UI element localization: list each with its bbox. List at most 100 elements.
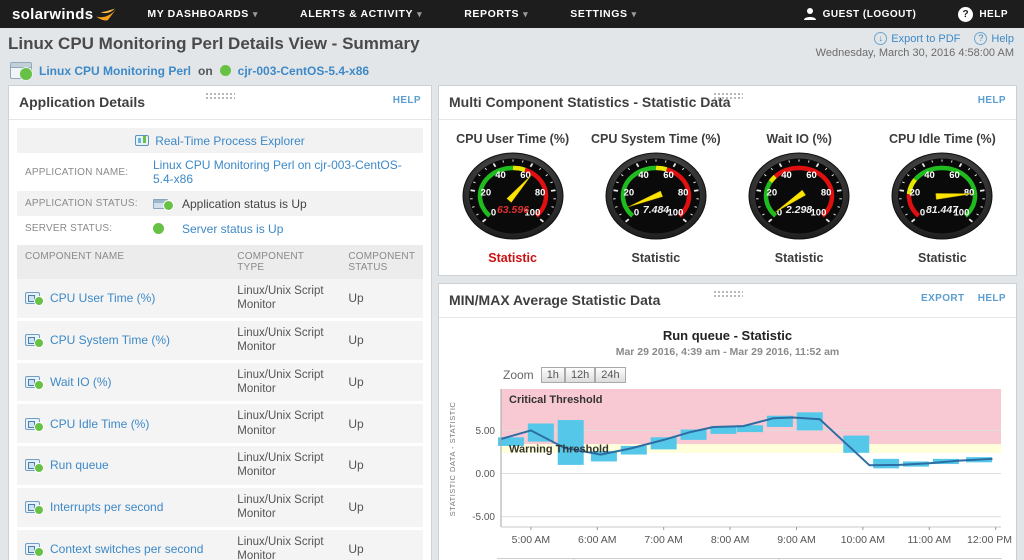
component-status: Up: [340, 444, 423, 488]
application-status-row: APPLICATION STATUS: Application status i…: [17, 191, 423, 216]
svg-text:12:00 PM: 12:00 PM: [967, 534, 1012, 546]
svg-text:80: 80: [821, 187, 832, 198]
navbar-help[interactable]: ? HELP: [958, 6, 1008, 22]
process-explorer-link[interactable]: Real-Time Process Explorer: [155, 133, 305, 148]
component-link[interactable]: CPU User Time (%): [50, 291, 156, 306]
export-to-pdf-link[interactable]: ↓ Export to PDF: [874, 32, 960, 45]
server-status-link[interactable]: Server status is Up: [182, 221, 284, 236]
panel-drag-handle[interactable]: [712, 92, 743, 99]
breadcrumb-app-link[interactable]: Linux CPU Monitoring Perl: [39, 63, 191, 78]
zoom-button-12h[interactable]: 12h: [564, 367, 596, 383]
svg-text:20: 20: [623, 187, 634, 198]
gauge-name: CPU Idle Time (%): [889, 132, 996, 146]
application-icon: [10, 62, 33, 81]
user-icon: [803, 8, 816, 20]
table-row: Wait IO (%) Linux/Unix Script Monitor Up: [17, 361, 423, 405]
zoom-label: Zoom: [503, 368, 534, 382]
svg-text:0: 0: [634, 208, 639, 219]
component-link[interactable]: Context switches per second: [50, 541, 204, 556]
component-link[interactable]: Interrupts per second: [50, 500, 164, 515]
application-name-link[interactable]: Linux CPU Monitoring Perl on cjr-003-Cen…: [153, 158, 402, 186]
gauge-statistic-label: Statistic: [488, 251, 537, 265]
component-type: Linux/Unix Script Monitor: [229, 402, 341, 446]
svg-text:Critical Threshold: Critical Threshold: [509, 394, 603, 406]
gauge-name: CPU System Time (%): [591, 132, 721, 146]
svg-text:80: 80: [964, 187, 975, 198]
navbar-right: GUEST (LOGOUT) ? HELP: [803, 6, 1012, 22]
svg-text:60: 60: [663, 170, 674, 181]
component-type: Linux/Unix Script Monitor: [229, 279, 341, 321]
svg-text:11:00 AM: 11:00 AM: [907, 534, 951, 546]
page-header: Linux CPU Monitoring Perl Details View -…: [0, 28, 1024, 81]
component-type: Linux/Unix Script Monitor: [229, 361, 341, 405]
svg-text:5:00 AM: 5:00 AM: [512, 534, 551, 546]
svg-text:100: 100: [954, 208, 970, 219]
page-datetime: Wednesday, March 30, 2016 4:58:00 AM: [815, 47, 1014, 59]
svg-text:6:00 AM: 6:00 AM: [578, 534, 617, 546]
gauge-name: Wait IO (%): [766, 132, 832, 146]
gauge-name: CPU User Time (%): [456, 132, 570, 146]
svg-text:40: 40: [638, 170, 649, 181]
nav-item-settings[interactable]: SETTINGS ▾: [570, 8, 637, 20]
minmax-title: MIN/MAX Average Statistic Data: [449, 292, 661, 308]
component-icon: [25, 459, 44, 474]
host-status-dot: [219, 65, 231, 76]
page-help-link[interactable]: ? Help: [974, 32, 1014, 45]
svg-text:81.447: 81.447: [926, 204, 959, 216]
minmax-statistic-panel: MIN/MAX Average Statistic Data EXPORT HE…: [438, 283, 1017, 560]
application-details-help-link[interactable]: HELP: [392, 95, 421, 106]
navbar-help-label: HELP: [979, 8, 1008, 20]
logo-text: solarwinds: [12, 5, 94, 23]
minmax-help-link[interactable]: HELP: [977, 293, 1006, 304]
component-icon: [25, 375, 44, 390]
user-menu[interactable]: GUEST (LOGOUT): [803, 7, 917, 21]
table-row: Run queue Linux/Unix Script Monitor Up: [17, 444, 423, 488]
minmax-export-link[interactable]: EXPORT: [921, 293, 965, 304]
component-status: Up: [340, 319, 423, 363]
export-pdf-icon: ↓: [874, 32, 888, 45]
panel-drag-handle[interactable]: [205, 92, 235, 99]
svg-text:80: 80: [534, 187, 545, 198]
component-link[interactable]: CPU Idle Time (%): [50, 416, 150, 431]
zoom-button-24h[interactable]: 24h: [595, 367, 626, 383]
breadcrumb-host-link[interactable]: cjr-003-CentOS-5.4-x86: [237, 63, 370, 78]
nav-item-my-dashboards[interactable]: MY DASHBOARDS ▾: [147, 8, 259, 20]
svg-text:0: 0: [920, 208, 925, 219]
zoom-button-1h[interactable]: 1h: [540, 367, 565, 383]
server-status-dot: [153, 223, 164, 234]
range-minimap[interactable]: 8:00 AM 4:00 PM 30 Mar: [497, 558, 1002, 560]
table-row: CPU Idle Time (%) Linux/Unix Script Monit…: [17, 402, 423, 446]
chart-zoom-controls: Zoom 1h 12h 24h: [503, 367, 1016, 383]
multi-component-statistics-panel: Multi Component Statistics - Statistic D…: [438, 85, 1017, 276]
time-range-selector: 8:00 AM 4:00 PM 30 Mar ◂ ||| ▸: [497, 558, 1002, 560]
svg-text:40: 40: [781, 170, 792, 181]
nav-item-reports[interactable]: REPORTS ▾: [464, 8, 529, 20]
svg-text:Warning Threshold: Warning Threshold: [509, 444, 609, 456]
component-link[interactable]: Run queue: [50, 458, 109, 473]
header-right: ↓ Export to PDF ? Help Wednesday, March …: [816, 32, 1014, 59]
component-status: Up: [340, 279, 423, 321]
svg-text:7.484: 7.484: [643, 204, 669, 216]
svg-text:80: 80: [678, 187, 689, 198]
component-link[interactable]: Wait IO (%): [50, 374, 112, 389]
nav-item-alerts-activity[interactable]: ALERTS & ACTIVITY ▾: [300, 8, 423, 20]
svg-text:100: 100: [811, 208, 827, 219]
svg-text:8:00 AM: 8:00 AM: [711, 534, 750, 546]
multi-stats-help-link[interactable]: HELP: [977, 95, 1006, 106]
solarwinds-logo[interactable]: solarwinds: [12, 6, 117, 23]
process-explorer-icon: [135, 135, 150, 146]
minmax-chart: 5.00 0.00 -5.00 Critical Threshold Warning T…: [441, 385, 1016, 556]
component-type: Linux/Unix Script Monitor: [229, 444, 341, 488]
component-icon: [25, 292, 44, 307]
panel-drag-handle[interactable]: [712, 290, 743, 297]
component-link[interactable]: CPU System Time (%): [50, 333, 171, 348]
gauge-statistic-label: Statistic: [918, 251, 967, 265]
svg-text:STATISTIC DATA - STATISTIC: STATISTIC DATA - STATISTIC: [448, 402, 457, 517]
svg-text:60: 60: [950, 170, 961, 181]
svg-text:40: 40: [495, 170, 506, 181]
gauge-statistic-label: Statistic: [774, 251, 824, 265]
page-title: Linux CPU Monitoring Perl Details View -…: [8, 34, 420, 53]
